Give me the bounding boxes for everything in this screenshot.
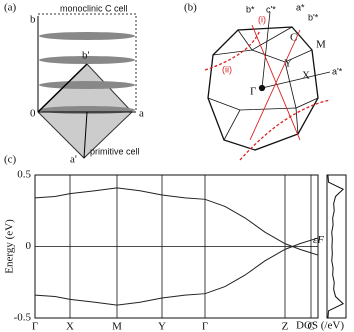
label: c'* — [266, 4, 276, 14]
label: X — [302, 70, 310, 82]
panel-a: (a) monoclinic C cell b b' 0 a a' primit… — [4, 2, 144, 166]
band — [34, 187, 319, 256]
panel-label: (a) — [4, 2, 17, 14]
label: Y — [284, 58, 292, 70]
label: 0 — [30, 108, 36, 120]
label: b — [30, 14, 36, 26]
x-tick-label: Y — [158, 321, 166, 332]
label: C — [290, 32, 297, 44]
label: b* — [246, 4, 255, 14]
label: (ii) — [222, 64, 232, 74]
label: b'* — [308, 12, 319, 22]
brillouin-zone — [207, 26, 319, 151]
x-tick-label: Γ — [202, 321, 208, 332]
label: monoclinic C cell — [60, 3, 128, 13]
y-tick-label: -0.5 — [14, 312, 32, 324]
label: a* — [296, 2, 305, 12]
label: primitive cell — [90, 146, 140, 156]
y-tick-label: 0 — [26, 240, 32, 252]
y-axis-label: Energy (eV) — [4, 219, 16, 274]
label: a — [139, 108, 144, 120]
dos-curve — [327, 174, 345, 319]
y-tick-label: 0.5 — [17, 169, 31, 181]
atom-rows — [39, 32, 135, 114]
x-tick-label: X — [66, 321, 74, 332]
panel-b: (b) b* c'* a* b'* (i) C M (ii) Y X a'* Γ — [184, 2, 343, 161]
fermi-label: εF — [313, 234, 324, 246]
dos-label: DOS (/eV) — [296, 320, 344, 332]
label: a'* — [332, 66, 343, 76]
band — [34, 237, 319, 306]
panel-label: (c) — [4, 154, 17, 166]
x-tick-label: Γ — [32, 321, 38, 332]
label: (i) — [258, 14, 266, 24]
dos-frame — [326, 174, 347, 319]
label: Γ — [250, 86, 256, 98]
x-tick-label: Z — [282, 321, 289, 332]
label: a' — [70, 154, 77, 166]
x-tick-label: C — [307, 321, 314, 332]
label: M — [316, 39, 326, 51]
label: b' — [82, 50, 90, 62]
panel-label: (b) — [184, 2, 197, 14]
x-tick-label: M — [112, 321, 122, 332]
